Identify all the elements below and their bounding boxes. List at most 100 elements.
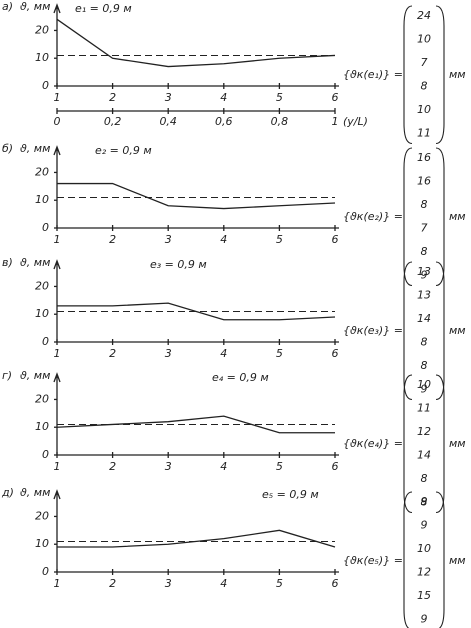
- vector-value: 9: [421, 613, 428, 626]
- x-tick-label: 4: [220, 347, 227, 360]
- vector-value: 10: [417, 103, 431, 116]
- vector-value: 15: [417, 589, 431, 602]
- left-bracket: [403, 147, 413, 287]
- x-tick-label: 6: [332, 347, 339, 360]
- x-tick-label: 6: [332, 460, 339, 473]
- y-tick-label: 0: [42, 335, 49, 348]
- vector-value: 11: [417, 127, 431, 140]
- vector-value: 8: [421, 359, 428, 372]
- x-tick-label: 2: [109, 233, 116, 246]
- series-line: [57, 182, 336, 210]
- y-axis-label: ϑ, мм: [20, 142, 50, 155]
- vector-value: 8: [421, 336, 428, 349]
- vector-value: 8: [421, 245, 428, 258]
- vector-value: 9: [421, 269, 428, 282]
- x-tick-label: 1: [54, 233, 61, 246]
- y-axis: [53, 145, 61, 228]
- y-axis-label: ϑ, мм: [20, 486, 50, 499]
- y-tick-label: 10: [35, 537, 49, 550]
- panel-label: в): [2, 256, 13, 269]
- x-tick-label: 2: [109, 91, 116, 104]
- x-tick-label: 1: [54, 347, 61, 360]
- right-bracket: [435, 5, 445, 145]
- x-tick-label: 3: [165, 233, 172, 246]
- vector-value: 8: [421, 198, 428, 211]
- vector-value: 11: [417, 402, 431, 415]
- y-axis-label: ϑ, мм: [20, 256, 50, 269]
- series-line: [56, 415, 335, 434]
- panel-label: д): [1, 486, 14, 499]
- y-tick-label: 0: [42, 448, 49, 461]
- x-tick-label: 2: [109, 460, 116, 473]
- vector-value: 13: [417, 289, 431, 302]
- y-tick-label: 0: [42, 565, 49, 578]
- x-tick-label: 4: [220, 577, 227, 590]
- y-tick-label: 10: [35, 307, 49, 320]
- y-tick-label: 20: [35, 509, 49, 522]
- x-tick-label: 3: [165, 460, 172, 473]
- y-tick-label: 10: [35, 420, 49, 433]
- series-line: [57, 302, 336, 321]
- y-axis: [53, 259, 61, 342]
- x-tick-label: 5: [276, 460, 283, 473]
- x2-tick-label: 1: [332, 115, 339, 128]
- x-tick-label: 4: [220, 460, 227, 473]
- vector-unit: мм: [449, 210, 466, 223]
- vector-value: 10: [417, 33, 431, 46]
- y-axis-label: ϑ, мм: [20, 0, 50, 13]
- x-tick-label: 6: [332, 91, 339, 104]
- x-tick-label: 2: [109, 577, 116, 590]
- vector-label: {ϑк(e₁)} =: [343, 68, 403, 81]
- vector-value: 9: [421, 495, 428, 508]
- vector-label: {ϑк(e₂)} =: [343, 210, 403, 223]
- left-bracket: [403, 374, 413, 514]
- y-tick-label: 10: [35, 51, 49, 64]
- vector-label: {ϑк(e₃)} =: [343, 324, 403, 337]
- y-axis: [53, 372, 61, 455]
- x-tick-label: 5: [276, 577, 283, 590]
- y-tick-label: 0: [42, 79, 49, 92]
- panel-label: а): [2, 0, 13, 13]
- x-tick-label: 5: [276, 91, 283, 104]
- x-tick-label: 6: [332, 577, 339, 590]
- x-tick-label: 5: [276, 233, 283, 246]
- right-bracket: [435, 374, 445, 514]
- annotation: e₂ = 0,9 м: [95, 144, 152, 157]
- vector-value: 24: [417, 9, 431, 22]
- y-tick-label: 20: [35, 23, 49, 36]
- x-tick-label: 3: [165, 347, 172, 360]
- x2-tick-label: 0: [54, 115, 61, 128]
- y-tick-label: 20: [35, 279, 49, 292]
- x-tick-label: 1: [54, 460, 61, 473]
- left-bracket: [403, 5, 413, 145]
- vector-unit: мм: [449, 68, 466, 81]
- x-tick-label: 3: [165, 91, 172, 104]
- series-line: [56, 18, 336, 68]
- annotation: e₅ = 0,9 м: [262, 488, 319, 501]
- vector-unit: мм: [449, 324, 466, 337]
- vector-value: 12: [417, 566, 431, 579]
- x-tick-label: 4: [220, 91, 227, 104]
- x2-tick-label: 0,6: [215, 115, 233, 128]
- vector-value: 14: [417, 449, 431, 462]
- vector-label: {ϑк(e₅)} =: [343, 554, 403, 567]
- vector-value: 13: [417, 265, 431, 278]
- y-axis: [53, 489, 61, 572]
- vector-value: 10: [417, 378, 431, 391]
- left-bracket: [403, 261, 413, 401]
- x2-tick-label: 0,2: [104, 115, 122, 128]
- vector-value: 14: [417, 312, 431, 325]
- x-tick-label: 6: [332, 233, 339, 246]
- vector-value: 9: [421, 519, 428, 532]
- y-tick-label: 20: [35, 392, 49, 405]
- y-tick-label: 0: [42, 221, 49, 234]
- panel-label: г): [2, 369, 12, 382]
- x-tick-label: 3: [165, 577, 172, 590]
- vector-value: 10: [417, 542, 431, 555]
- vector-value: 12: [417, 425, 431, 438]
- x2-axis-label: (y/L): [343, 115, 368, 128]
- y-axis-label: ϑ, мм: [20, 369, 50, 382]
- vector-value: 9: [421, 383, 428, 396]
- vector-value: 8: [421, 496, 428, 509]
